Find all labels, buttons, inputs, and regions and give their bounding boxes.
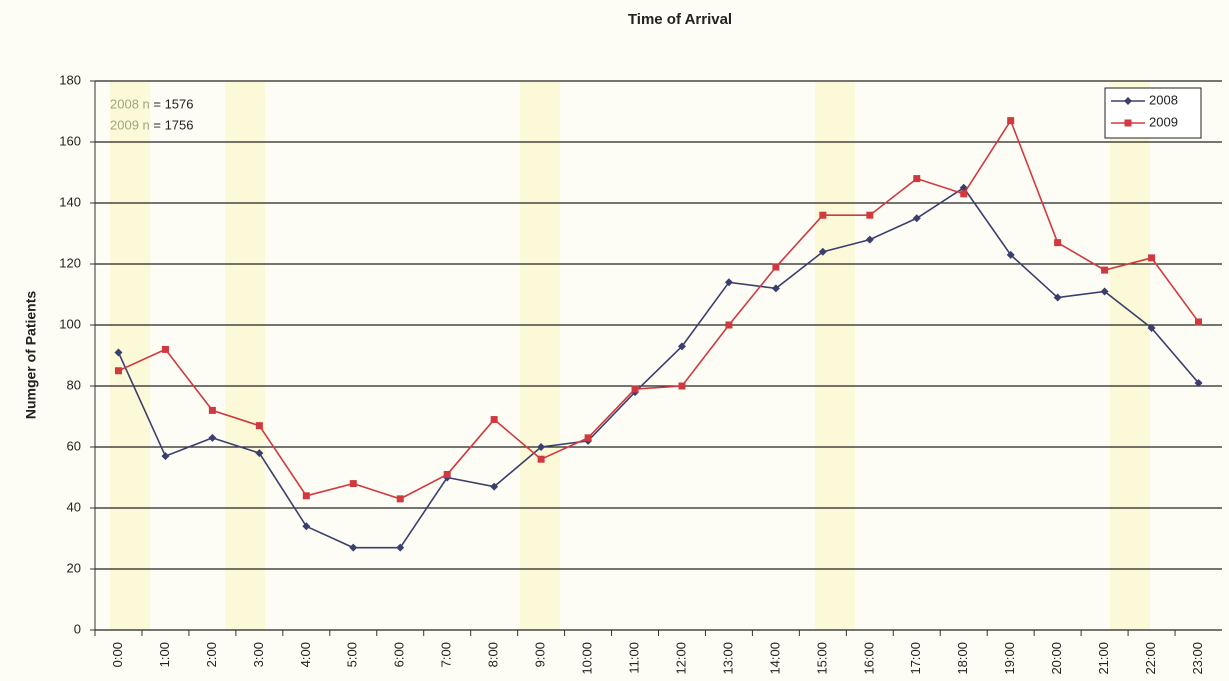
point: [865, 235, 874, 244]
y-tick-label: 140: [59, 194, 81, 209]
point: [913, 175, 921, 183]
x-tick-label: 22:00: [1143, 642, 1158, 675]
point: [1006, 250, 1015, 259]
series-line: [118, 118, 1200, 500]
background-stripe: [225, 81, 265, 630]
x-tick-label: 20:00: [1049, 642, 1064, 675]
point: [1195, 318, 1203, 326]
y-tick-label: 40: [67, 499, 81, 514]
point: [1194, 378, 1203, 387]
x-tick-label: 0:00: [110, 642, 125, 667]
y-tick-label: 180: [59, 72, 81, 87]
y-tick-label: 160: [59, 133, 81, 148]
legend-label: 2008: [1149, 92, 1178, 107]
y-tick-label: 100: [59, 316, 81, 331]
point: [302, 522, 311, 531]
point: [772, 263, 780, 271]
x-tick-label: 9:00: [533, 642, 548, 667]
point: [960, 190, 968, 198]
point: [1053, 293, 1062, 302]
point: [678, 382, 686, 390]
legend-box: [1104, 87, 1202, 139]
x-tick-label: 7:00: [439, 642, 454, 667]
point: [819, 211, 827, 219]
point: [771, 284, 780, 293]
point: [208, 433, 217, 442]
point: [1007, 117, 1015, 125]
y-tick-label: 120: [59, 255, 81, 270]
point: [912, 214, 921, 223]
x-tick-label: 10:00: [580, 642, 595, 675]
point: [396, 495, 404, 503]
x-tick-label: 23:00: [1190, 642, 1205, 675]
point: [349, 480, 357, 488]
point: [161, 452, 170, 461]
x-tick-label: 17:00: [908, 642, 923, 675]
series-line: [117, 186, 1200, 549]
background-stripe: [1110, 81, 1150, 630]
point: [866, 211, 874, 219]
point: [161, 345, 169, 353]
x-tick-label: 5:00: [345, 642, 360, 667]
legend-label: 2009: [1149, 114, 1178, 129]
point: [114, 348, 123, 357]
background-stripe: [520, 81, 560, 630]
point: [584, 434, 592, 442]
point: [1124, 119, 1132, 127]
point: [490, 416, 498, 424]
point: [537, 455, 545, 463]
y-tick-label: 60: [67, 438, 81, 453]
point: [208, 406, 216, 414]
point: [1100, 287, 1109, 296]
point: [724, 278, 733, 287]
x-tick-label: 16:00: [861, 642, 876, 675]
x-tick-label: 21:00: [1096, 642, 1111, 675]
point: [1148, 254, 1156, 262]
point: [631, 385, 639, 393]
background-stripe: [815, 81, 855, 630]
point: [818, 247, 827, 256]
point: [1101, 266, 1109, 274]
x-tick-label: 13:00: [720, 642, 735, 675]
x-tick-label: 1:00: [157, 642, 172, 667]
y-tick-label: 20: [67, 560, 81, 575]
x-tick-label: 6:00: [392, 642, 407, 667]
point: [396, 543, 405, 552]
point: [349, 543, 358, 552]
point: [302, 492, 310, 500]
x-tick-label: 19:00: [1002, 642, 1017, 675]
point: [1054, 239, 1062, 247]
x-tick-label: 11:00: [626, 642, 641, 674]
x-tick-label: 15:00: [814, 642, 829, 675]
x-tick-label: 14:00: [767, 642, 782, 675]
point: [490, 482, 499, 491]
x-tick-label: 4:00: [298, 642, 313, 667]
point: [255, 422, 263, 430]
point: [255, 449, 264, 458]
point: [1124, 97, 1132, 105]
y-tick-label: 80: [67, 377, 81, 392]
point: [443, 470, 451, 478]
background-stripe: [110, 81, 150, 630]
y-axis-label: Numger of Patients: [23, 291, 39, 420]
point: [114, 367, 122, 375]
point: [677, 342, 686, 351]
point: [725, 321, 733, 329]
x-tick-label: 3:00: [251, 642, 266, 667]
x-tick-label: 12:00: [673, 642, 688, 675]
x-tick-label: 18:00: [955, 642, 970, 675]
chart-title: Time of Arrival: [628, 11, 732, 28]
point: [1147, 324, 1156, 333]
point: [537, 443, 546, 451]
x-tick-label: 8:00: [486, 642, 501, 667]
y-tick-label: 0: [74, 621, 81, 636]
x-tick-label: 2:00: [204, 642, 219, 667]
